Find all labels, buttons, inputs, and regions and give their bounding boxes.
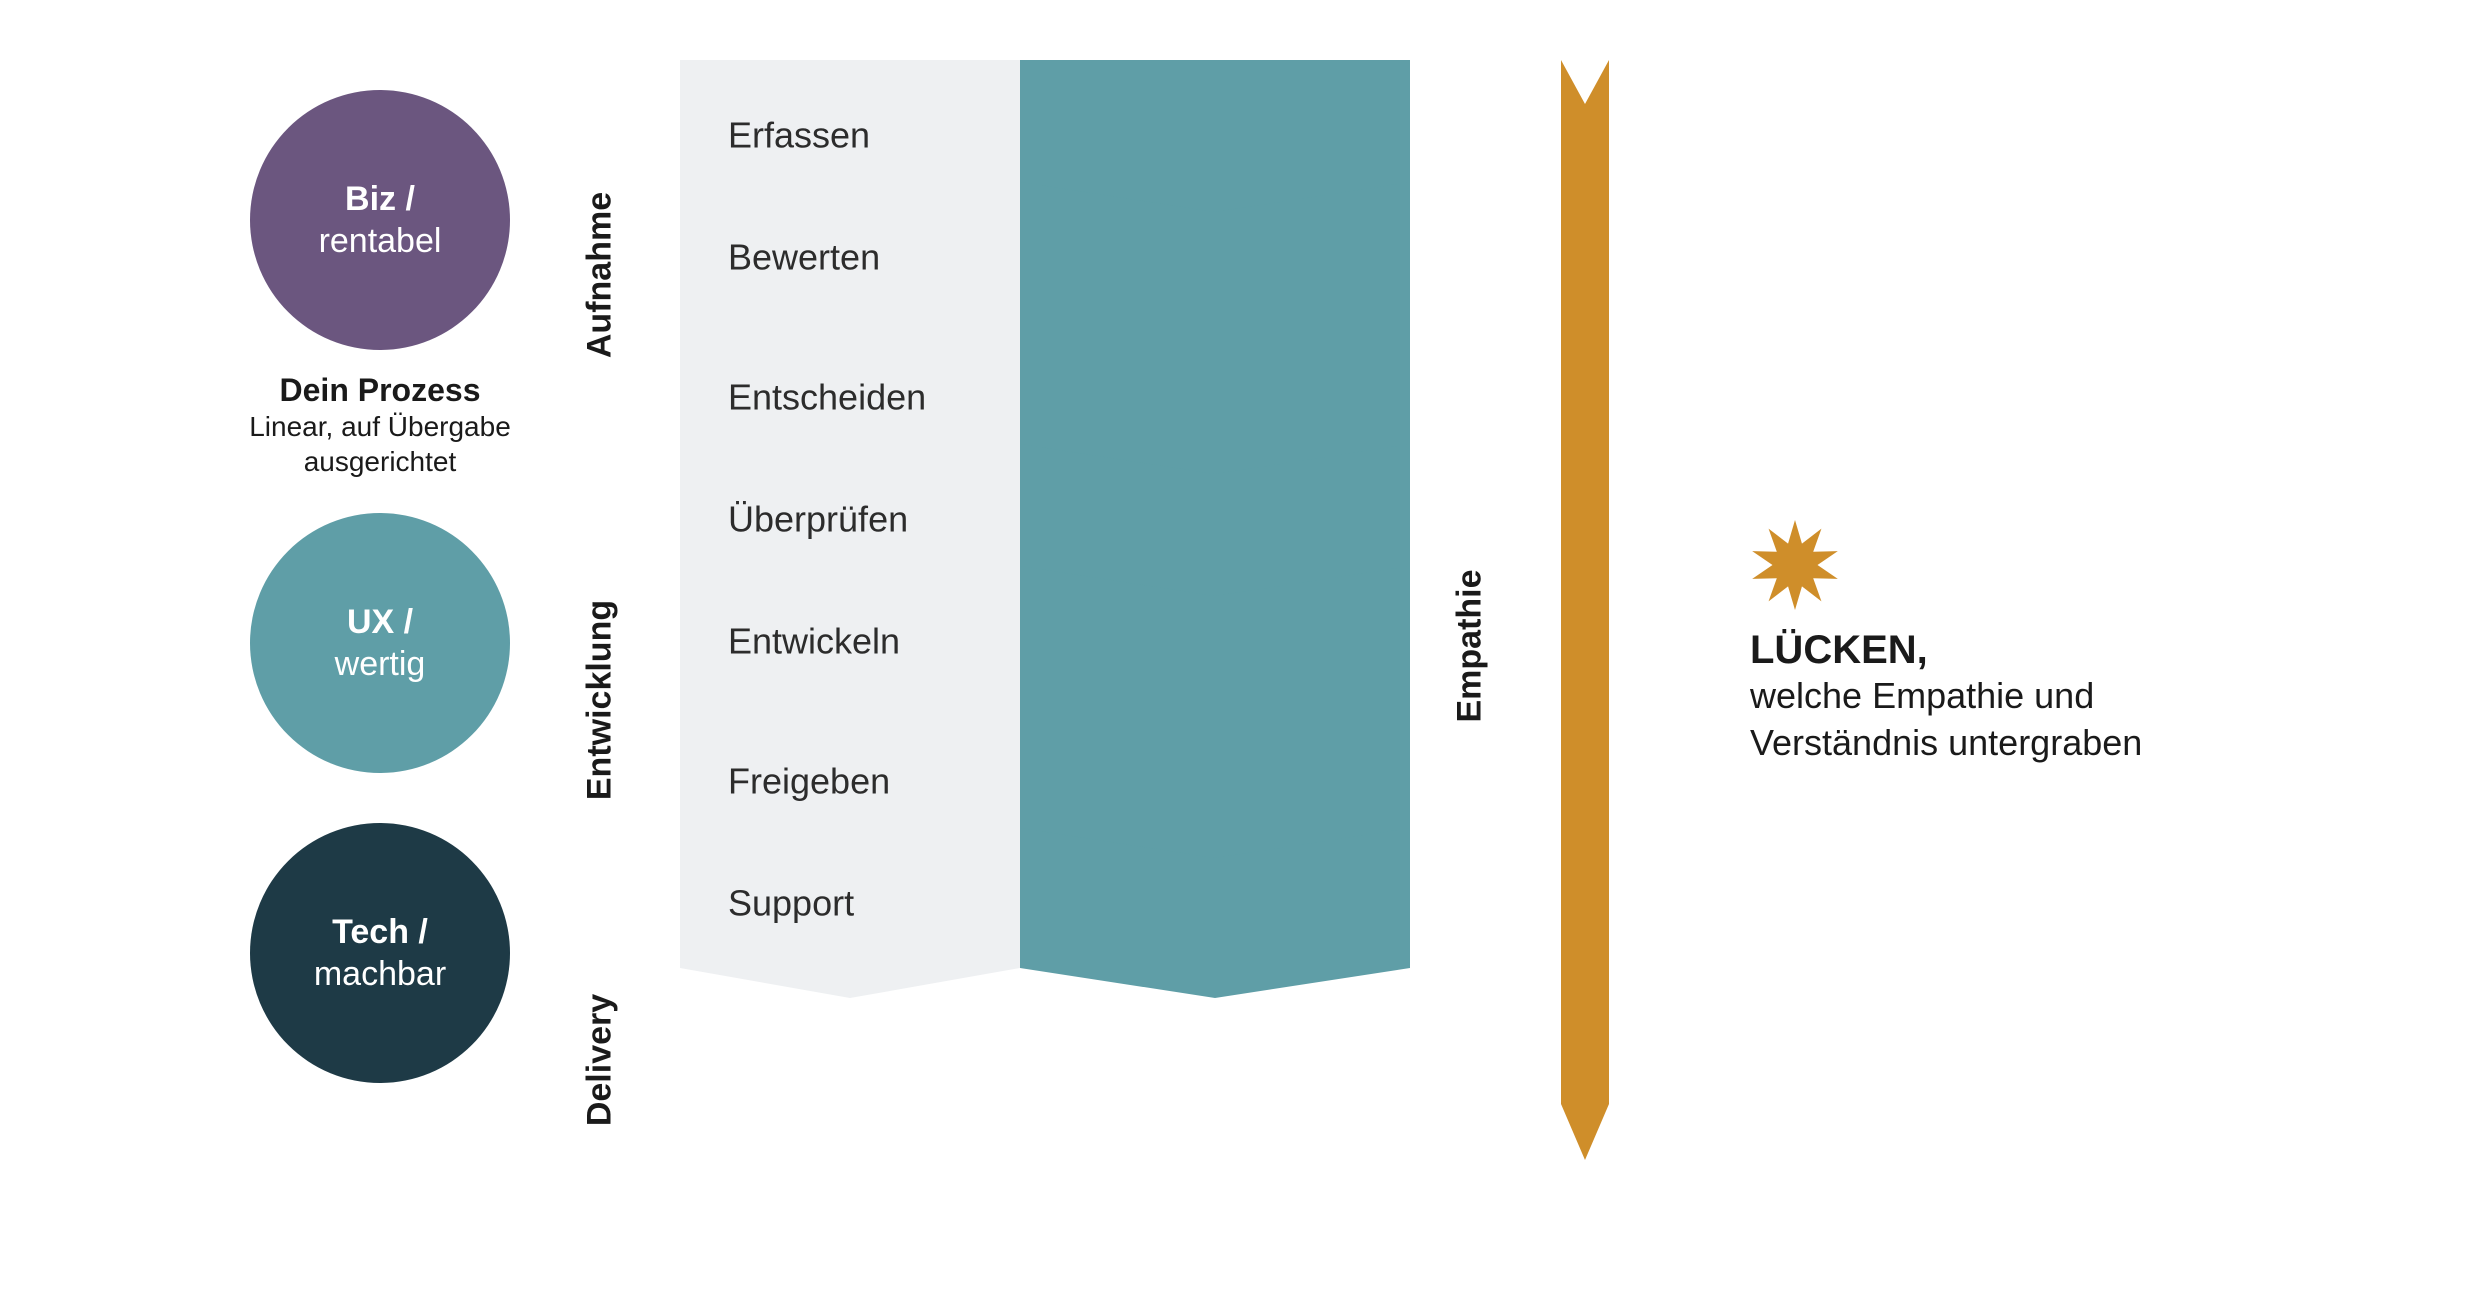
circles-column: Biz / rentabel Dein Prozess Linear, auf … bbox=[210, 90, 550, 1083]
circle-line1: UX / bbox=[347, 601, 413, 644]
svg-text:Entscheiden: Entscheiden bbox=[728, 376, 926, 417]
burst-icon bbox=[1750, 520, 1840, 610]
phase-label: Aufnahme bbox=[581, 192, 620, 358]
process-caption: Dein Prozess Linear, auf Übergabeausgeri… bbox=[210, 372, 550, 479]
svg-text:Überprüfen: Überprüfen bbox=[728, 498, 908, 539]
circle-biz: Biz / rentabel bbox=[250, 90, 510, 350]
svg-text:Bewerten: Bewerten bbox=[728, 236, 880, 277]
phase-labels-column: Aufnahme Entwicklung Delivery bbox=[560, 60, 640, 1180]
svg-text:Freigeben: Freigeben bbox=[728, 760, 890, 801]
circle-line1: Biz / bbox=[345, 178, 415, 221]
circle-line2: wertig bbox=[335, 643, 426, 686]
process-caption-subtitle: Linear, auf Übergabeausgerichtet bbox=[210, 409, 550, 479]
legend-body: welche Empathie undVerständnis untergrab… bbox=[1750, 673, 2310, 767]
flow-column: ErfassenÜbergabeBewertenÜbergabeEntschei… bbox=[680, 60, 1410, 1190]
legend-title: LÜCKEN, bbox=[1750, 628, 2310, 673]
svg-text:Support: Support bbox=[728, 882, 854, 923]
empathy-arrow bbox=[1550, 60, 1620, 1160]
circle-line2: machbar bbox=[314, 953, 446, 996]
phase-label: Delivery bbox=[581, 994, 620, 1126]
circle-line1: Tech / bbox=[332, 911, 428, 954]
phase-label: Entwicklung bbox=[581, 600, 620, 800]
process-caption-title: Dein Prozess bbox=[210, 372, 550, 409]
empathy-arrow-container bbox=[1550, 60, 1620, 1160]
circle-tech: Tech / machbar bbox=[250, 823, 510, 1083]
legend: LÜCKEN, welche Empathie undVerständnis u… bbox=[1750, 520, 2310, 767]
svg-text:Entwickeln: Entwickeln bbox=[728, 620, 900, 661]
circle-line2: rentabel bbox=[319, 220, 442, 263]
flow-diagram: ErfassenÜbergabeBewertenÜbergabeEntschei… bbox=[680, 60, 1410, 1008]
svg-text:Erfassen: Erfassen bbox=[728, 114, 870, 155]
spacer bbox=[210, 773, 550, 823]
circle-ux: UX / wertig bbox=[250, 513, 510, 773]
empathy-label: Empathie bbox=[1451, 569, 1490, 722]
